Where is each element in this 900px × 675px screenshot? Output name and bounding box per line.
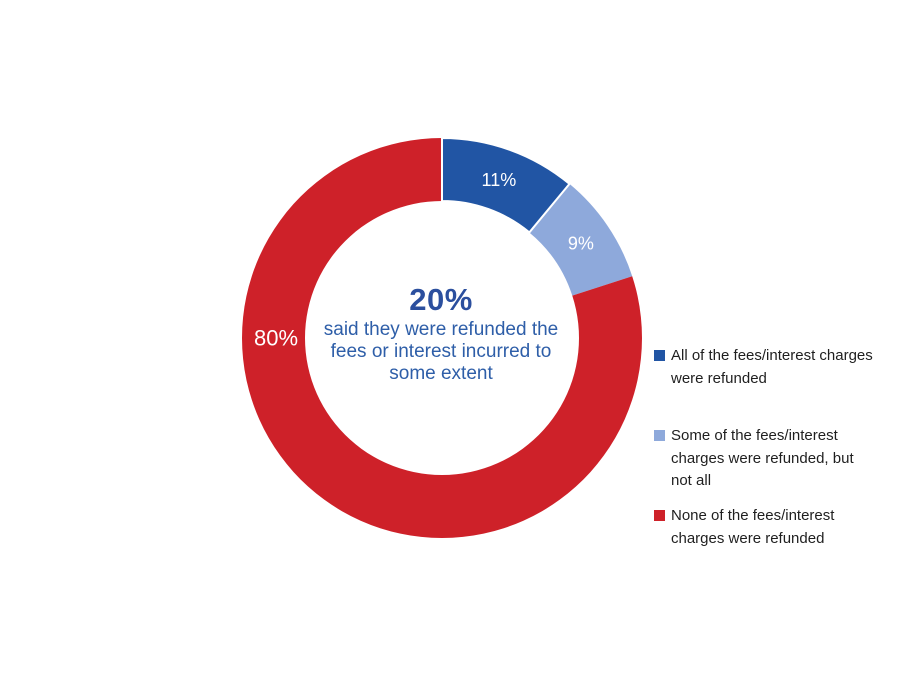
legend-label-line: charges were refunded, but — [671, 449, 854, 467]
legend-label-line: charges were refunded — [671, 529, 825, 547]
donut-slice-2 — [241, 137, 642, 538]
donut-slice-border-0 — [441, 136, 571, 234]
legend-item-some-refunded: Some of the fees/interest charges were r… — [654, 425, 854, 493]
legend-label-none-refunded: None of the fees/interest charges were r… — [671, 505, 834, 550]
slice-value-label-0: 11% — [482, 170, 517, 190]
slice-value-label-1: 9% — [568, 234, 594, 254]
legend-label-all-refunded: All of the fees/interest charges were re… — [671, 345, 873, 390]
slice-value-label-2: 80% — [254, 326, 298, 351]
legend-label-line: All of the fees/interest charges — [671, 347, 873, 364]
center-headline: 20% — [409, 282, 473, 317]
legend-marker-some-refunded — [654, 430, 665, 441]
legend-label-line: were refunded — [671, 369, 767, 387]
legend-label-some-refunded: Some of the fees/interest charges were r… — [671, 425, 854, 493]
center-subtext-line: some extent — [389, 363, 493, 384]
donut-slice-1 — [529, 183, 633, 296]
legend-label-line: None of the fees/interest — [671, 507, 835, 524]
legend-item-none-refunded: None of the fees/interest charges were r… — [654, 505, 834, 550]
center-subtext-line: fees or interest incurred to — [330, 341, 552, 362]
donut-slice-0 — [442, 138, 570, 233]
center-subtext-line: said they were refunded the — [323, 319, 559, 340]
legend-label-line: not all — [671, 472, 712, 489]
legend-label-line: Some of the fees/interest — [671, 427, 838, 444]
donut-center-label: 20% said they were refunded the fees or … — [296, 281, 586, 385]
legend-marker-all-refunded — [654, 350, 665, 361]
chart-legend: All of the fees/interest charges were re… — [654, 345, 896, 585]
legend-marker-none-refunded — [654, 510, 665, 521]
legend-item-all-refunded: All of the fees/interest charges were re… — [654, 345, 873, 390]
donut-chart: 11% 9% 80% — [241, 136, 642, 538]
